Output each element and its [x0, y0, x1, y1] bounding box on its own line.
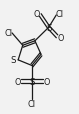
Text: S: S [11, 56, 16, 65]
Text: O: O [58, 34, 64, 43]
Text: Cl: Cl [28, 99, 36, 108]
Text: O: O [14, 77, 21, 86]
Text: Cl: Cl [55, 10, 63, 19]
Text: S: S [47, 24, 52, 32]
Text: S: S [29, 77, 35, 86]
Text: O: O [33, 10, 40, 19]
Text: Cl: Cl [4, 29, 12, 38]
Text: O: O [43, 77, 50, 86]
